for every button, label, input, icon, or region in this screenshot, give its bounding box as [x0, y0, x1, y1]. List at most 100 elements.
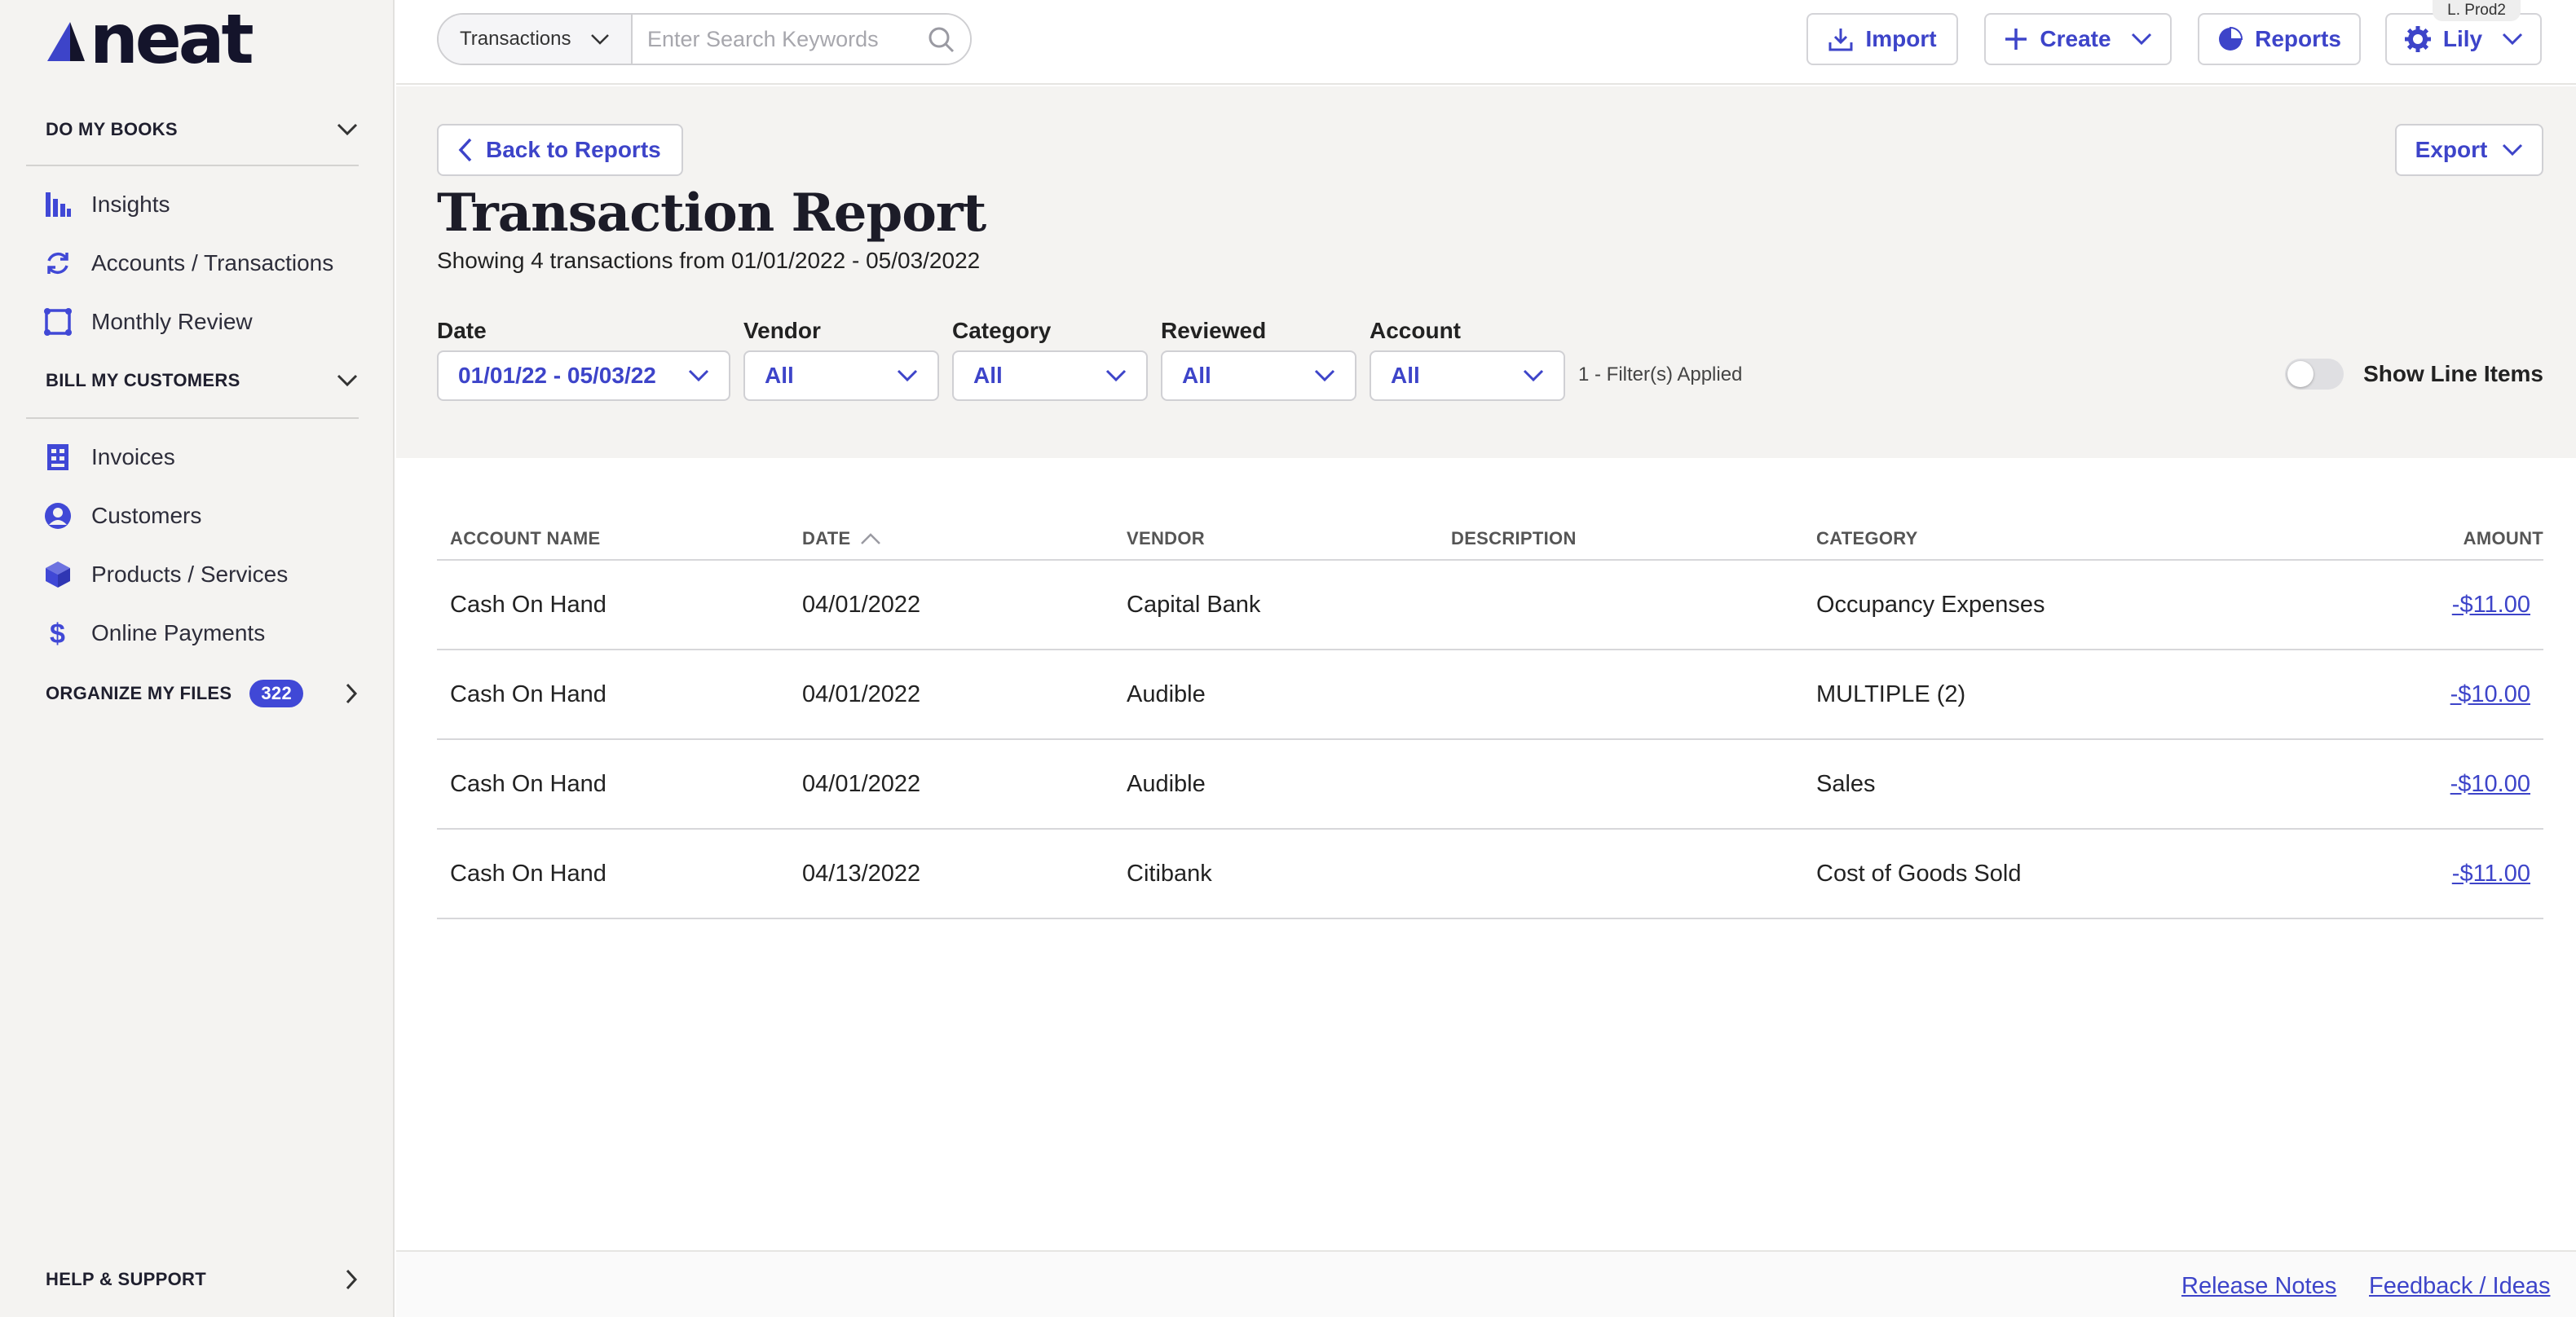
cell-vendor: Audible: [1127, 681, 1206, 707]
chevron-down-icon: [2503, 143, 2523, 156]
files-count-badge: 322: [249, 680, 303, 707]
user-circle-icon: [42, 500, 73, 531]
cell-category: Occupancy Expenses: [1816, 591, 2045, 618]
filter-label: Account: [1370, 318, 1461, 343]
category-select[interactable]: All: [952, 350, 1148, 401]
nav-customers[interactable]: Customers: [42, 500, 201, 531]
top-bar: Transactions Import Create Reports L. Pr…: [396, 0, 2576, 85]
filter-account: Account All: [1370, 318, 1565, 401]
section-organize-my-files[interactable]: ORGANIZE MY FILES 322: [46, 680, 359, 707]
date-range-select[interactable]: 01/01/22 - 05/03/22: [437, 350, 730, 401]
bar-chart-icon: [42, 189, 73, 220]
table-row[interactable]: Cash On Hand 04/01/2022 Audible Sales -$…: [437, 740, 2543, 830]
cell-amount: -$11.00: [2305, 592, 2543, 619]
create-label: Create: [2040, 26, 2111, 51]
section-bill-my-customers[interactable]: BILL MY CUSTOMERS: [46, 370, 359, 391]
filter-vendor: Vendor All: [743, 318, 939, 401]
filter-value: 01/01/22 - 05/03/22: [458, 363, 656, 388]
nav-label: Insights: [91, 192, 170, 217]
cell-amount: -$10.00: [2305, 681, 2543, 708]
filter-label: Category: [952, 318, 1052, 343]
amount-link[interactable]: -$10.00: [2450, 681, 2530, 707]
reviewed-select[interactable]: All: [1161, 350, 1356, 401]
create-button[interactable]: Create: [1984, 13, 2172, 65]
cell-account: Cash On Hand: [450, 860, 607, 887]
download-icon: [1828, 29, 1853, 51]
cell-account: Cash On Hand: [450, 770, 607, 797]
divider: [26, 165, 359, 166]
show-line-items-label: Show Line Items: [2363, 361, 2543, 386]
search-icon[interactable]: [928, 26, 955, 58]
cell-date: 04/01/2022: [802, 591, 921, 618]
chevron-down-icon: [897, 369, 918, 382]
cell-amount: -$11.00: [2305, 861, 2543, 888]
search-type-select[interactable]: Transactions: [439, 15, 633, 64]
nav-accounts-transactions[interactable]: Accounts / Transactions: [42, 248, 333, 279]
cell-amount: -$10.00: [2305, 771, 2543, 798]
neat-logo[interactable]: neat: [46, 5, 254, 73]
section-label: DO MY BOOKS: [46, 119, 178, 139]
filter-value: All: [1391, 363, 1420, 388]
filter-value: All: [765, 363, 794, 388]
sync-icon: [42, 248, 73, 279]
search-input[interactable]: [633, 15, 970, 64]
nav-invoices[interactable]: Invoices: [42, 442, 175, 473]
nav-insights[interactable]: Insights: [42, 189, 170, 220]
nav-label: Online Payments: [91, 620, 266, 645]
chevron-down-icon: [1523, 369, 1544, 382]
release-notes-link[interactable]: Release Notes: [2181, 1273, 2337, 1299]
nav-products-services[interactable]: Products / Services: [42, 559, 288, 590]
nav-online-payments[interactable]: $ Online Payments: [42, 618, 265, 649]
col-account-name[interactable]: ACCOUNT NAME: [450, 528, 601, 548]
box-icon: [42, 559, 73, 590]
search-group: Transactions: [437, 13, 972, 65]
chevron-down-icon: [2131, 33, 2151, 46]
reports-label: Reports: [2255, 26, 2341, 51]
report-header: Back to Reports Export Transaction Repor…: [396, 86, 2576, 458]
col-category[interactable]: CATEGORY: [1816, 528, 1918, 548]
vendor-select[interactable]: All: [743, 350, 939, 401]
table-row[interactable]: Cash On Hand 04/13/2022 Citibank Cost of…: [437, 830, 2543, 919]
table-row[interactable]: Cash On Hand 04/01/2022 Capital Bank Occ…: [437, 561, 2543, 650]
col-amount[interactable]: AMOUNT: [2463, 528, 2543, 548]
cell-category: MULTIPLE (2): [1816, 681, 1966, 707]
search-type-label: Transactions: [460, 28, 571, 50]
section-help-support[interactable]: HELP & SUPPORT: [46, 1268, 359, 1291]
cell-vendor: Citibank: [1127, 860, 1212, 887]
amount-link[interactable]: -$11.00: [2451, 860, 2530, 887]
feedback-ideas-link[interactable]: Feedback / Ideas: [2369, 1273, 2551, 1299]
workflow-icon: [42, 306, 73, 337]
import-button[interactable]: Import: [1806, 13, 1958, 65]
table-header: ACCOUNT NAME DATE VENDOR DESCRIPTION CAT…: [437, 518, 2543, 561]
section-do-my-books[interactable]: DO MY BOOKS: [46, 119, 359, 140]
cell-date: 04/01/2022: [802, 770, 921, 797]
page-title: Transaction Report: [437, 183, 986, 244]
account-select[interactable]: All: [1370, 350, 1565, 401]
nav-monthly-review[interactable]: Monthly Review: [42, 306, 253, 337]
amount-link[interactable]: -$11.00: [2451, 591, 2530, 618]
back-to-reports-button[interactable]: Back to Reports: [437, 124, 683, 176]
section-label: BILL MY CUSTOMERS: [46, 370, 240, 390]
col-date-label: DATE: [802, 528, 851, 548]
amount-link[interactable]: -$10.00: [2450, 770, 2530, 797]
cell-category: Sales: [1816, 770, 1876, 797]
nav-label: Monthly Review: [91, 309, 253, 334]
col-description[interactable]: DESCRIPTION: [1451, 528, 1577, 548]
section-label: HELP & SUPPORT: [46, 1269, 206, 1289]
col-date[interactable]: DATE: [802, 528, 1127, 549]
chevron-down-icon: [591, 34, 609, 45]
chevron-down-icon: [2503, 33, 2523, 46]
chevron-right-icon: [346, 1269, 358, 1290]
nav-label: Accounts / Transactions: [91, 250, 334, 275]
chevron-down-icon: [688, 369, 709, 382]
filter-value: All: [973, 363, 1003, 388]
show-line-items-toggle[interactable]: [2285, 359, 2344, 390]
reports-button[interactable]: Reports: [2198, 13, 2361, 65]
export-button[interactable]: Export: [2395, 124, 2543, 176]
import-label: Import: [1865, 26, 1937, 51]
table-row[interactable]: Cash On Hand 04/01/2022 Audible MULTIPLE…: [437, 650, 2543, 740]
sidebar: neat DO MY BOOKS Insights Accounts / Tra…: [0, 0, 395, 1317]
col-vendor[interactable]: VENDOR: [1127, 528, 1205, 548]
back-label: Back to Reports: [486, 137, 661, 162]
cell-category: Cost of Goods Sold: [1816, 860, 2022, 887]
